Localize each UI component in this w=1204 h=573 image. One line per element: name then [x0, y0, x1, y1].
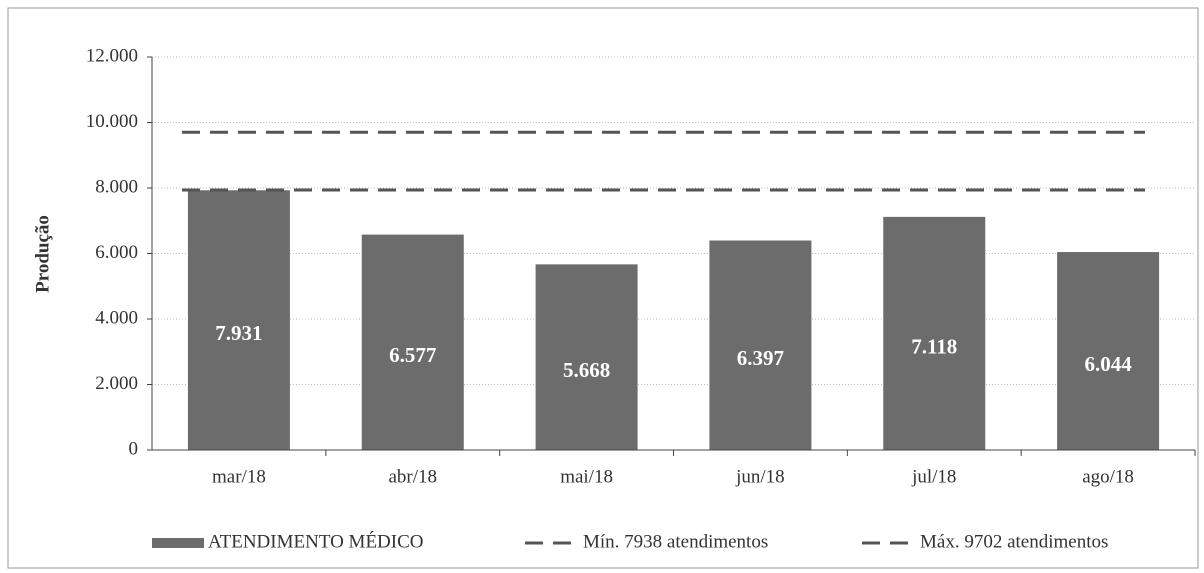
legend-label: Mín. 7938 atendimentos [583, 531, 768, 552]
y-tick-label: 10.000 [86, 111, 138, 132]
legend-label: ATENDIMENTO MÉDICO [208, 530, 424, 552]
y-axis-label: Produção [32, 215, 53, 293]
y-tick-label: 0 [129, 438, 139, 459]
value-label: 7.118 [911, 334, 957, 358]
x-tick-label: ago/18 [1082, 466, 1134, 487]
x-tick-label: mai/18 [560, 466, 613, 487]
y-tick-label: 4.000 [95, 307, 138, 328]
frame [7, 7, 1199, 569]
value-label: 7.931 [215, 321, 262, 345]
value-label: 6.577 [389, 343, 436, 367]
bar [361, 234, 464, 450]
bar [535, 264, 638, 450]
bar [709, 240, 812, 450]
y-tick-label: 2.000 [95, 373, 138, 394]
value-label: 6.397 [737, 346, 784, 370]
value-label: 6.044 [1084, 352, 1132, 376]
bar [187, 190, 290, 450]
y-tick-label: 6.000 [95, 242, 138, 263]
bar [1057, 252, 1160, 450]
x-tick-label: jun/18 [735, 466, 785, 487]
legend-label: Máx. 9702 atendimentos [920, 531, 1108, 552]
x-tick-label: jul/18 [911, 466, 956, 487]
value-label: 5.668 [563, 358, 610, 382]
y-tick-label: 8.000 [95, 176, 138, 197]
legend-swatch [152, 538, 204, 548]
x-tick-label: mar/18 [212, 466, 266, 487]
x-tick-label: abr/18 [388, 466, 437, 487]
y-tick-label: 12.000 [86, 45, 138, 66]
bar [883, 216, 986, 450]
